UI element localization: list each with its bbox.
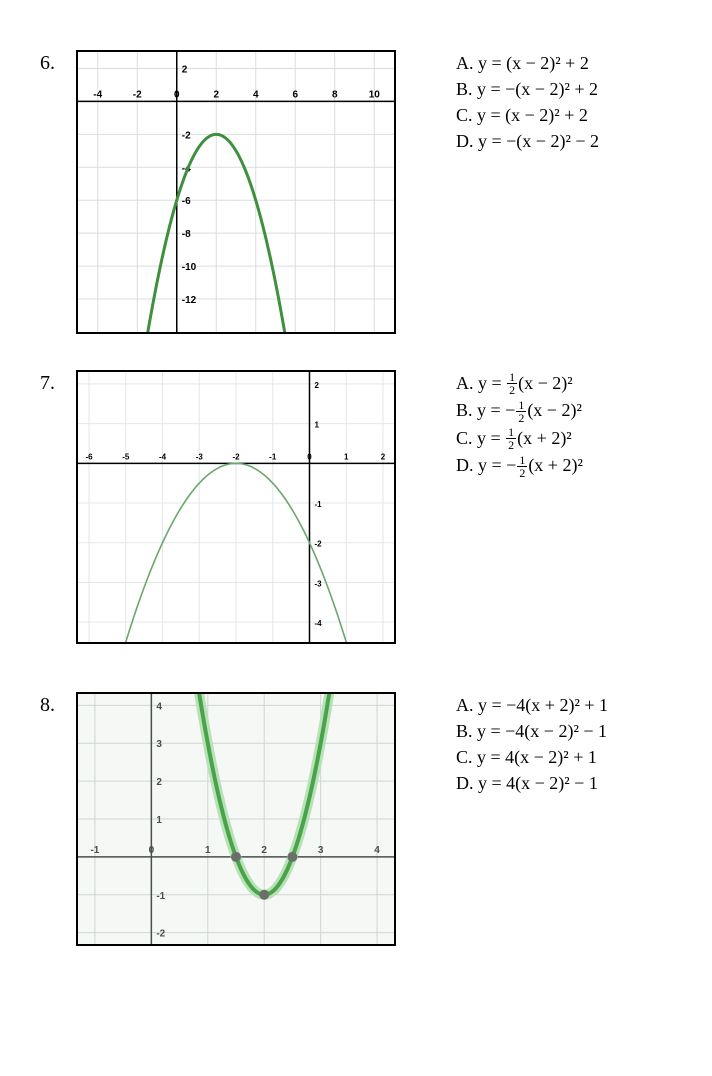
svg-text:4: 4 — [374, 845, 380, 856]
choice-c: C. y = 4(x − 2)² + 1 — [456, 744, 672, 770]
problem-6: 6. -4-202468102-2-4-6-8-10-12 A. y = (x … — [40, 50, 672, 334]
choice-d: D. y = −12(x + 2)² — [456, 452, 672, 479]
svg-text:1: 1 — [205, 845, 211, 856]
choice-a: A. y = 12(x − 2)² — [456, 370, 672, 397]
svg-text:2: 2 — [314, 381, 319, 390]
svg-text:-4: -4 — [93, 89, 102, 100]
svg-text:-1: -1 — [156, 891, 165, 902]
svg-text:-3: -3 — [196, 452, 204, 461]
problem-8: 8. -1 0 1 2 3 4 4 3 2 1 -1 -2 A. y = −4(x + 2)² + 1… — [40, 692, 672, 946]
svg-text:-1: -1 — [269, 452, 277, 461]
problem-7: 7. -6 -5 -4 -3 -2 -1 0 1 2 2 1 -1 -2 -3 -4 A. y = 12(x… — [40, 370, 672, 644]
svg-text:-2: -2 — [314, 540, 322, 549]
choice-d: D. y = −(x − 2)² − 2 — [456, 128, 672, 154]
svg-text:-3: -3 — [314, 579, 322, 588]
svg-text:-2: -2 — [232, 452, 240, 461]
graph-7: -6 -5 -4 -3 -2 -1 0 1 2 2 1 -1 -2 -3 -4 — [76, 370, 396, 644]
problem-number: 7. — [40, 370, 76, 395]
choice-d: D. y = 4(x − 2)² − 1 — [456, 770, 672, 796]
answer-choices-8: A. y = −4(x + 2)² + 1 B. y = −4(x − 2)² … — [396, 692, 672, 796]
choice-c: C. y = 12(x + 2)² — [456, 425, 672, 452]
graph-6: -4-202468102-2-4-6-8-10-12 — [76, 50, 396, 334]
svg-text:-1: -1 — [90, 845, 99, 856]
svg-text:2: 2 — [182, 64, 188, 75]
graph-7-svg: -6 -5 -4 -3 -2 -1 0 1 2 2 1 -1 -2 -3 -4 — [78, 372, 394, 642]
svg-text:2: 2 — [213, 89, 219, 100]
choice-b: B. y = −12(x − 2)² — [456, 397, 672, 424]
graph-8: -1 0 1 2 3 4 4 3 2 1 -1 -2 — [76, 692, 396, 946]
svg-text:-6: -6 — [182, 196, 191, 207]
choice-a: A. y = (x − 2)² + 2 — [456, 50, 672, 76]
graph-6-svg: -4-202468102-2-4-6-8-10-12 — [78, 52, 394, 332]
problem-number: 8. — [40, 692, 76, 717]
svg-text:3: 3 — [156, 739, 162, 750]
svg-text:1: 1 — [344, 452, 349, 461]
svg-text:2: 2 — [156, 777, 162, 788]
choice-b: B. y = −4(x − 2)² − 1 — [456, 718, 672, 744]
svg-text:4: 4 — [156, 701, 162, 712]
choice-b: B. y = −(x − 2)² + 2 — [456, 76, 672, 102]
graph-container: -1 0 1 2 3 4 4 3 2 1 -1 -2 — [76, 692, 396, 946]
svg-text:-5: -5 — [122, 452, 130, 461]
choice-a: A. y = −4(x + 2)² + 1 — [456, 692, 672, 718]
svg-text:0: 0 — [307, 452, 312, 461]
svg-text:1: 1 — [156, 815, 162, 826]
svg-text:-2: -2 — [156, 929, 165, 940]
svg-text:-6: -6 — [85, 452, 93, 461]
svg-text:4: 4 — [253, 89, 259, 100]
svg-text:-2: -2 — [133, 89, 142, 100]
choice-c: C. y = (x − 2)² + 2 — [456, 102, 672, 128]
svg-text:-2: -2 — [182, 130, 191, 141]
svg-text:-10: -10 — [182, 262, 197, 273]
svg-text:6: 6 — [292, 89, 298, 100]
svg-text:-8: -8 — [182, 229, 191, 240]
svg-text:1: 1 — [314, 421, 319, 430]
graph-container: -6 -5 -4 -3 -2 -1 0 1 2 2 1 -1 -2 -3 -4 — [76, 370, 396, 644]
worksheet-page: 6. -4-202468102-2-4-6-8-10-12 A. y = (x … — [0, 0, 712, 1042]
svg-text:-4: -4 — [314, 619, 322, 628]
svg-text:2: 2 — [381, 452, 386, 461]
problem-number: 6. — [40, 50, 76, 75]
svg-text:0: 0 — [149, 845, 155, 856]
svg-text:-1: -1 — [314, 500, 322, 509]
svg-text:0: 0 — [174, 89, 180, 100]
graph-8-svg: -1 0 1 2 3 4 4 3 2 1 -1 -2 — [78, 694, 394, 944]
svg-text:8: 8 — [332, 89, 338, 100]
svg-text:10: 10 — [369, 89, 381, 100]
svg-text:2: 2 — [261, 845, 267, 856]
answer-choices-7: A. y = 12(x − 2)² B. y = −12(x − 2)² C. … — [396, 370, 672, 480]
graph-container: -4-202468102-2-4-6-8-10-12 — [76, 50, 396, 334]
svg-text:-4: -4 — [159, 452, 167, 461]
svg-text:3: 3 — [318, 845, 324, 856]
answer-choices-6: A. y = (x − 2)² + 2 B. y = −(x − 2)² + 2… — [396, 50, 672, 154]
svg-text:-12: -12 — [182, 295, 197, 306]
